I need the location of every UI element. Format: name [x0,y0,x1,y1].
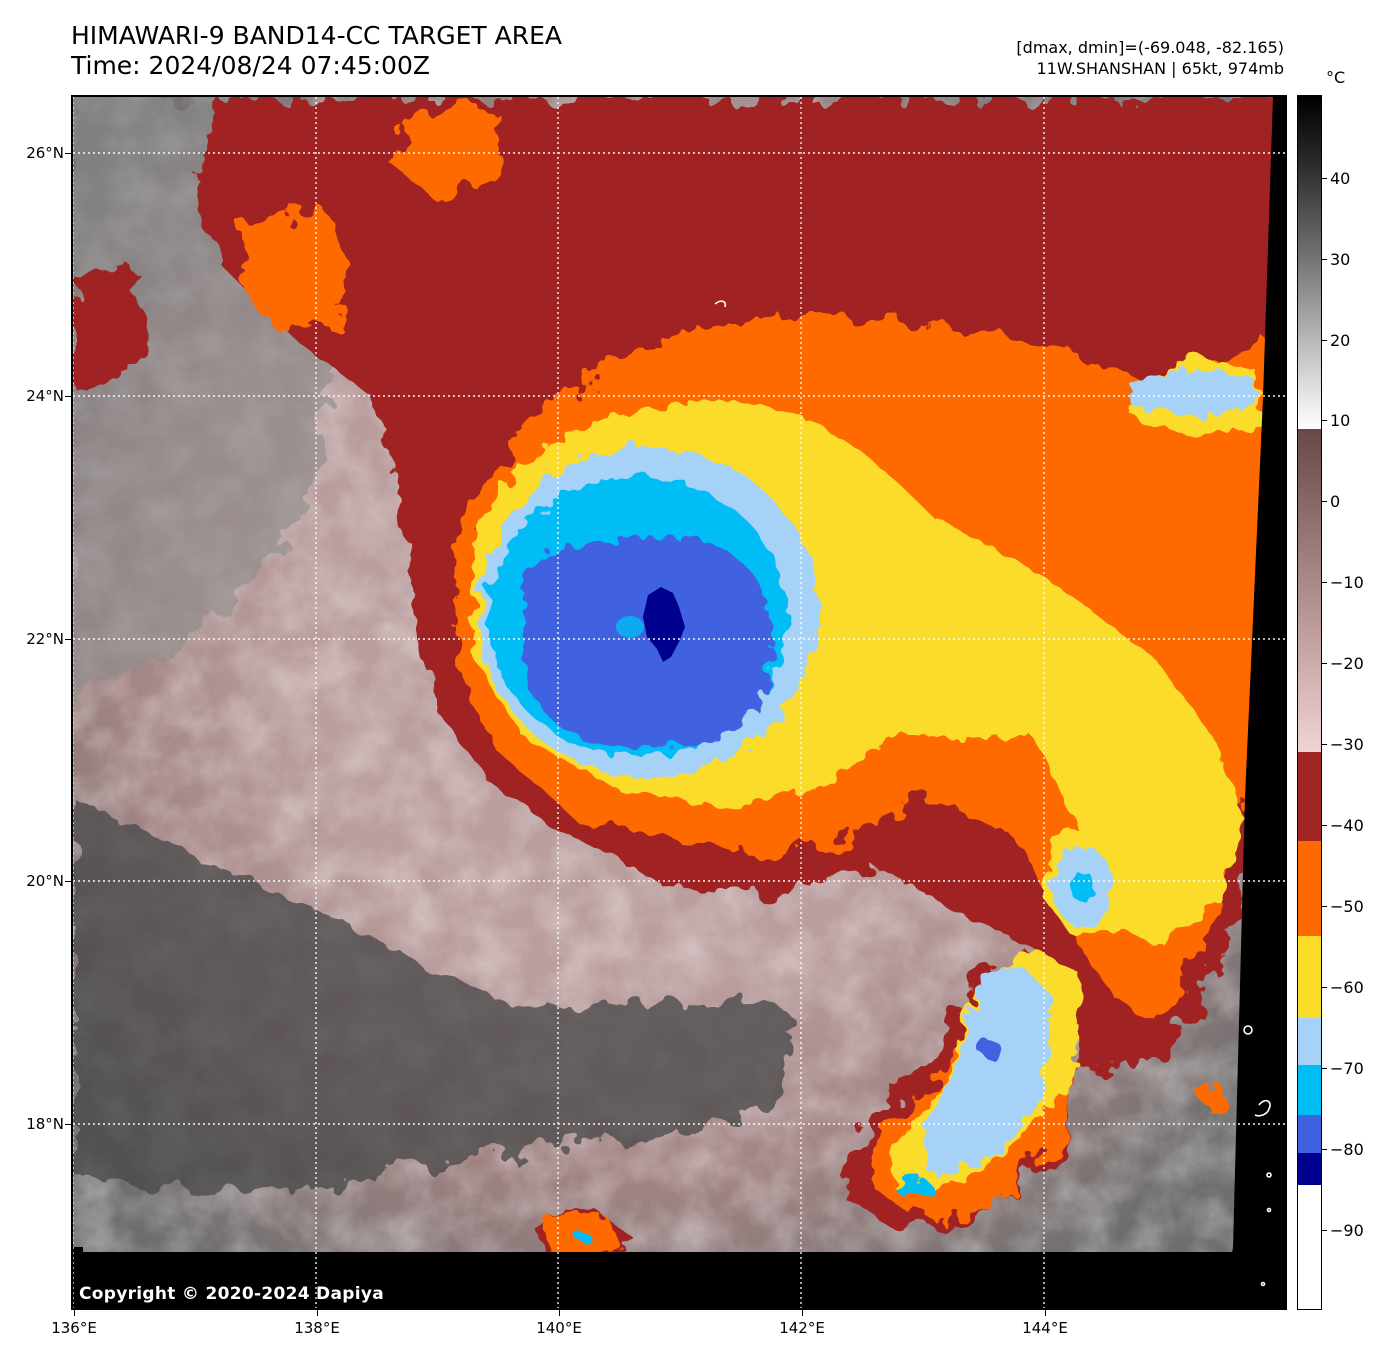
colorbar-tick-mark [1322,906,1327,907]
colorbar-tick-label: −80 [1330,1140,1364,1159]
colorbar-tick-label: 10 [1330,411,1351,430]
lon-tick-mark [559,1310,560,1316]
lon-tick-mark [74,1310,75,1316]
colorbar-tick-mark [1322,663,1327,664]
colorbar-tick-label: 40 [1330,169,1351,188]
colorbar-darkred-band [1298,752,1321,841]
colorbar-tick-label: 30 [1330,250,1351,269]
colorbar-navy-band [1298,1153,1321,1185]
colorbar-tick-mark [1322,178,1327,179]
colorbar-tick-mark [1322,987,1327,988]
colorbar-tick-label: 0 [1330,492,1341,511]
colorbar-tick-mark [1322,259,1327,260]
colorbar-tick-mark [1322,582,1327,583]
lat-tick-label: 24°N [26,387,64,405]
lat-tick-label: 20°N [26,872,64,890]
lat-tick-mark [65,1124,71,1125]
lat-tick-label: 18°N [26,1115,64,1133]
colorbar-cyan-band [1298,1065,1321,1115]
colorbar-tick-label: −50 [1330,897,1364,916]
lat-tick-mark [65,639,71,640]
storm-info: 11W.SHANSHAN | 65kt, 974mb [1036,59,1284,78]
map-title: HIMAWARI-9 BAND14-CC TARGET AREA [71,21,563,50]
colorbar-pink-band [1298,429,1321,752]
lat-tick-mark [65,881,71,882]
colorbar-tick-mark [1322,1068,1327,1069]
data-range: [dmax, dmin]=(-69.048, -82.165) [1016,38,1284,57]
lat-tick-label: 26°N [26,144,64,162]
colorbar-tick-label: −30 [1330,735,1364,754]
colorbar-unit: °C [1326,68,1346,87]
satellite-map: Copyright © 2020-2024 Dapiya [71,95,1287,1310]
colorbar-tick-mark [1322,420,1327,421]
colorbar-grey-band [1298,96,1321,429]
lat-tick-label: 22°N [26,630,64,648]
colorbar-tick-label: −20 [1330,654,1364,673]
lon-tick-mark [802,1310,803,1316]
copyright-notice: Copyright © 2020-2024 Dapiya [79,1284,384,1304]
colorbar-tick-label: −70 [1330,1059,1364,1078]
colorbar-tick-mark [1322,1149,1327,1150]
ir-imagery [73,97,1285,1308]
lon-tick-label: 138°E [294,1319,340,1337]
colorbar-blue-band [1298,1115,1321,1153]
lon-tick-label: 140°E [536,1319,582,1337]
colorbar-tick-mark [1322,825,1327,826]
colorbar-yellow-band [1298,936,1321,1018]
colorbar-lightblue-band [1298,1018,1321,1065]
colorbar-tick-mark [1322,744,1327,745]
colorbar-tick-label: −40 [1330,816,1364,835]
colorbar-white-band [1298,1185,1321,1309]
colorbar [1297,95,1322,1310]
colorbar-tick-mark [1322,1230,1327,1231]
lon-tick-label: 144°E [1022,1319,1068,1337]
lon-tick-mark [317,1310,318,1316]
lat-tick-mark [65,396,71,397]
lon-tick-label: 142°E [779,1319,825,1337]
colorbar-tick-label: −10 [1330,573,1364,592]
colorbar-tick-mark [1322,501,1327,502]
lon-tick-mark [1045,1310,1046,1316]
lon-tick-label: 136°E [51,1319,97,1337]
lat-tick-mark [65,153,71,154]
colorbar-tick-label: 20 [1330,331,1351,350]
colorbar-tick-label: −60 [1330,978,1364,997]
colorbar-tick-label: −90 [1330,1221,1364,1240]
colorbar-orange-band [1298,841,1321,936]
map-time: Time: 2024/08/24 07:45:00Z [71,51,430,80]
colorbar-tick-mark [1322,340,1327,341]
